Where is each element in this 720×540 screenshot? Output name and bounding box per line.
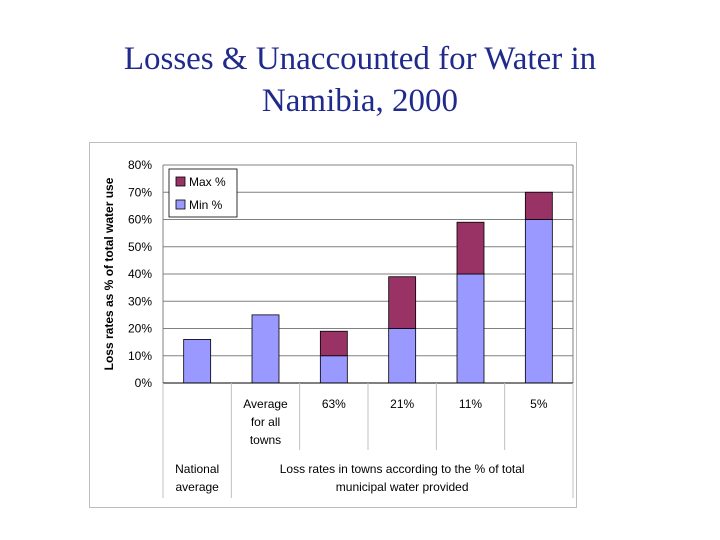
- y-tick-label: 20%: [128, 322, 152, 336]
- x-tick-label: for all: [251, 415, 280, 429]
- chart-frame: 0% 10% 20% 30% 40% 50% 60% 70% 80% Average for all…: [89, 142, 577, 508]
- bar-max-5: [524, 191, 553, 220]
- bar-max-4: [456, 221, 485, 275]
- x-tick-label: towns: [250, 433, 281, 447]
- y-tick-label: 30%: [128, 294, 152, 308]
- slide-title-line-2: Namibia, 2000: [261, 83, 459, 119]
- legend-label: Max %: [189, 175, 226, 189]
- legend-label: Min %: [189, 198, 223, 212]
- bar-min-2: [319, 355, 348, 384]
- y-tick-label: 70%: [128, 185, 152, 199]
- legend-swatch-1: [175, 199, 186, 210]
- x-tick-label: 11%: [459, 397, 482, 411]
- y-tick-label: 60%: [128, 213, 152, 227]
- bar-min-3: [388, 328, 417, 384]
- bar-min-0: [183, 338, 212, 384]
- y-axis-title: Loss rates as % of total water use: [102, 177, 116, 370]
- slide-title: Losses & Unaccounted for Water in Namibi…: [0, 38, 720, 122]
- slide-title-line-1: Losses & Unaccounted for Water in: [123, 41, 597, 77]
- y-tick-label: 50%: [128, 240, 152, 254]
- x-tick-label: 21%: [390, 397, 414, 411]
- y-tick-label: 0%: [135, 376, 153, 390]
- bar-min-1: [251, 314, 280, 384]
- y-tick-label: 80%: [128, 158, 152, 172]
- bar-chart: 0% 10% 20% 30% 40% 50% 60% 70% 80% Average for all…: [102, 158, 574, 498]
- legend-swatch-0: [175, 176, 186, 187]
- bar-min-5: [524, 219, 553, 384]
- x-group-label: National: [175, 462, 219, 476]
- x-group-label: municipal water provided: [336, 480, 469, 494]
- x-tick-label: 63%: [322, 397, 346, 411]
- x-group-label: Loss rates in towns according to the % o…: [280, 462, 525, 476]
- bar-min-4: [456, 273, 485, 384]
- x-tick-label: 5%: [530, 397, 548, 411]
- x-tick-label: Average: [243, 397, 288, 411]
- bar-max-2: [319, 330, 348, 357]
- bar-max-3: [388, 276, 417, 329]
- y-tick-label: 40%: [128, 267, 152, 281]
- x-group-label: average: [175, 480, 219, 494]
- y-tick-label: 10%: [128, 349, 152, 363]
